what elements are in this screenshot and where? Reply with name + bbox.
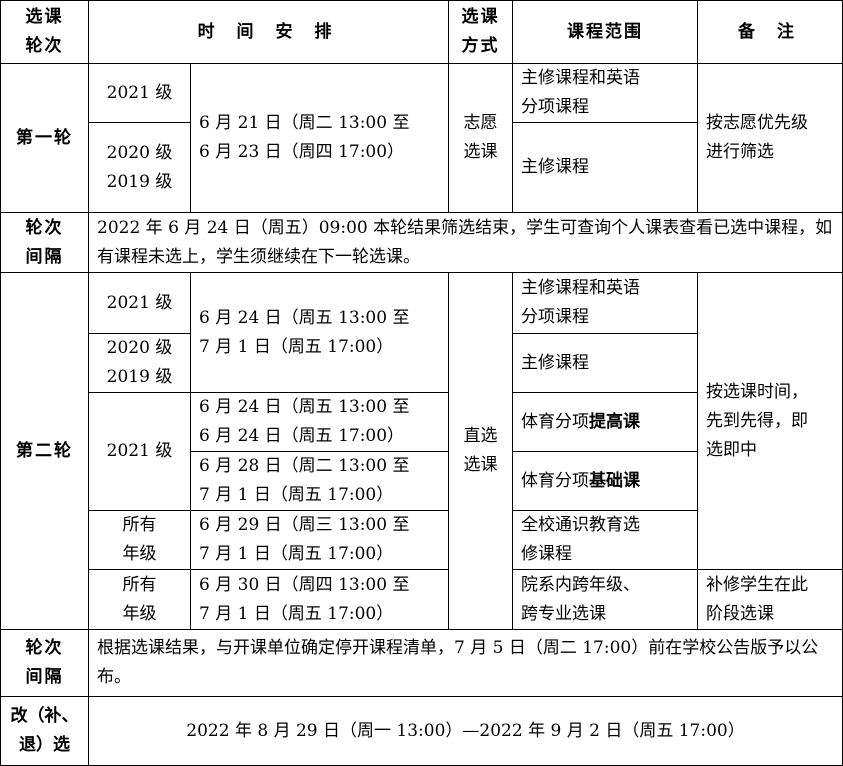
- round1-time: 6 月 21 日（周二 13:00 至 6 月 23 日（周四 17:00）: [189, 63, 450, 213]
- interval2-text: 根据选课结果，与开课单位确定停开课程清单，7 月 5 日（周二 17:00）前在…: [87, 629, 843, 697]
- round2-scope: 体育分项提高课: [512, 392, 699, 452]
- scope-prefix: 体育分项: [521, 470, 590, 491]
- adjust-label: 改（补、 退）选: [0, 696, 89, 766]
- round2-row: 所有 年级 6 月 30 日（周四 13:00 至 7 月 1 日（周五 17:…: [1, 569, 843, 630]
- header-round: 选课 轮次: [0, 0, 89, 64]
- round1-grade: 2020 级 2019 级: [88, 122, 191, 213]
- header-row: 选课 轮次 时 间 安 排 选课 方式 课程范围 备 注: [0, 0, 843, 64]
- round2-scope: 院系内跨年级、 跨专业选课: [512, 569, 699, 630]
- interval2-label: 轮次 间隔: [0, 629, 89, 697]
- round2-note: 按选课时间， 先到先得，即 选即中: [697, 272, 843, 570]
- round1-label: 第一轮: [0, 63, 89, 213]
- round2-scope: 主修课程: [512, 333, 699, 393]
- scope-bold: 提高课: [589, 411, 641, 432]
- round2-note: 补修学生在此 阶段选课: [697, 569, 843, 630]
- round2-method: 直选 选课: [448, 272, 514, 630]
- interval2-row: 轮次 间隔 根据选课结果，与开课单位确定停开课程清单，7 月 5 日（周二 17…: [0, 629, 843, 697]
- header-notes: 备 注: [697, 0, 843, 64]
- round2-grade: 2021 级: [88, 272, 191, 334]
- round1-scope: 主修课程: [512, 122, 699, 213]
- round2-time: 6 月 29 日（周三 13:00 至 7 月 1 日（周五 17:00）: [189, 510, 450, 570]
- round2-grade: 所有 年级: [88, 510, 191, 570]
- round1-method: 志愿 选课: [448, 63, 514, 213]
- round1-scope: 主修课程和英语 分项课程: [512, 63, 699, 123]
- round2-scope: 全校通识教育选 修课程: [512, 510, 699, 570]
- round2-row: 所有 年级 6 月 29 日（周三 13:00 至 7 月 1 日（周五 17:…: [1, 510, 843, 570]
- round2-grade: 所有 年级: [88, 569, 191, 630]
- adjust-text: 2022 年 8 月 29 日（周一 13:00）—2022 年 9 月 2 日…: [87, 696, 843, 766]
- header-scope: 课程范围: [512, 0, 699, 64]
- round2-label: 第二轮: [0, 272, 89, 630]
- round2-scope: 主修课程和英语 分项课程: [512, 272, 699, 334]
- interval1-text: 2022 年 6 月 24 日（周五）09:00 本轮结果筛选结束，学生可查询个…: [87, 212, 843, 273]
- round2-grade: 2020 级 2019 级: [88, 333, 191, 393]
- round2-row: 2021 级 6 月 24 日（周五 13:00 至 6 月 24 日（周五 1…: [1, 392, 843, 511]
- round1-row: 2020 级 2019 级 主修课程: [1, 122, 843, 213]
- header-method: 选课 方式: [448, 0, 514, 64]
- round2-time: 6 月 24 日（周五 13:00 至 7 月 1 日（周五 17:00）: [189, 272, 450, 393]
- round2-scope: 体育分项基础课: [512, 451, 699, 511]
- interval1-row: 轮次 间隔 2022 年 6 月 24 日（周五）09:00 本轮结果筛选结束，…: [0, 212, 843, 273]
- scope-prefix: 体育分项: [521, 411, 590, 432]
- round1-note: 按志愿优先级 进行筛选: [697, 63, 843, 213]
- round1-grade: 2021 级: [88, 63, 191, 123]
- round2-grade: 2021 级: [88, 392, 191, 511]
- scope-bold: 基础课: [589, 470, 641, 491]
- adjust-row: 改（补、 退）选 2022 年 8 月 29 日（周一 13:00）—2022 …: [0, 696, 843, 766]
- round1-row: 第一轮 2021 级 6 月 21 日（周二 13:00 至 6 月 23 日（…: [0, 63, 843, 213]
- interval1-label: 轮次 间隔: [0, 212, 89, 273]
- round2-time: 6 月 28 日（周二 13:00 至 7 月 1 日（周五 17:00）: [189, 451, 450, 511]
- round2-time: 6 月 30 日（周四 13:00 至 7 月 1 日（周五 17:00）: [189, 569, 450, 630]
- round2-row: 第二轮 2021 级 6 月 24 日（周五 13:00 至 7 月 1 日（周…: [0, 272, 843, 630]
- round2-time: 6 月 24 日（周五 13:00 至 6 月 24 日（周五 17:00）: [189, 392, 450, 452]
- header-schedule: 时 间 安 排: [87, 0, 450, 64]
